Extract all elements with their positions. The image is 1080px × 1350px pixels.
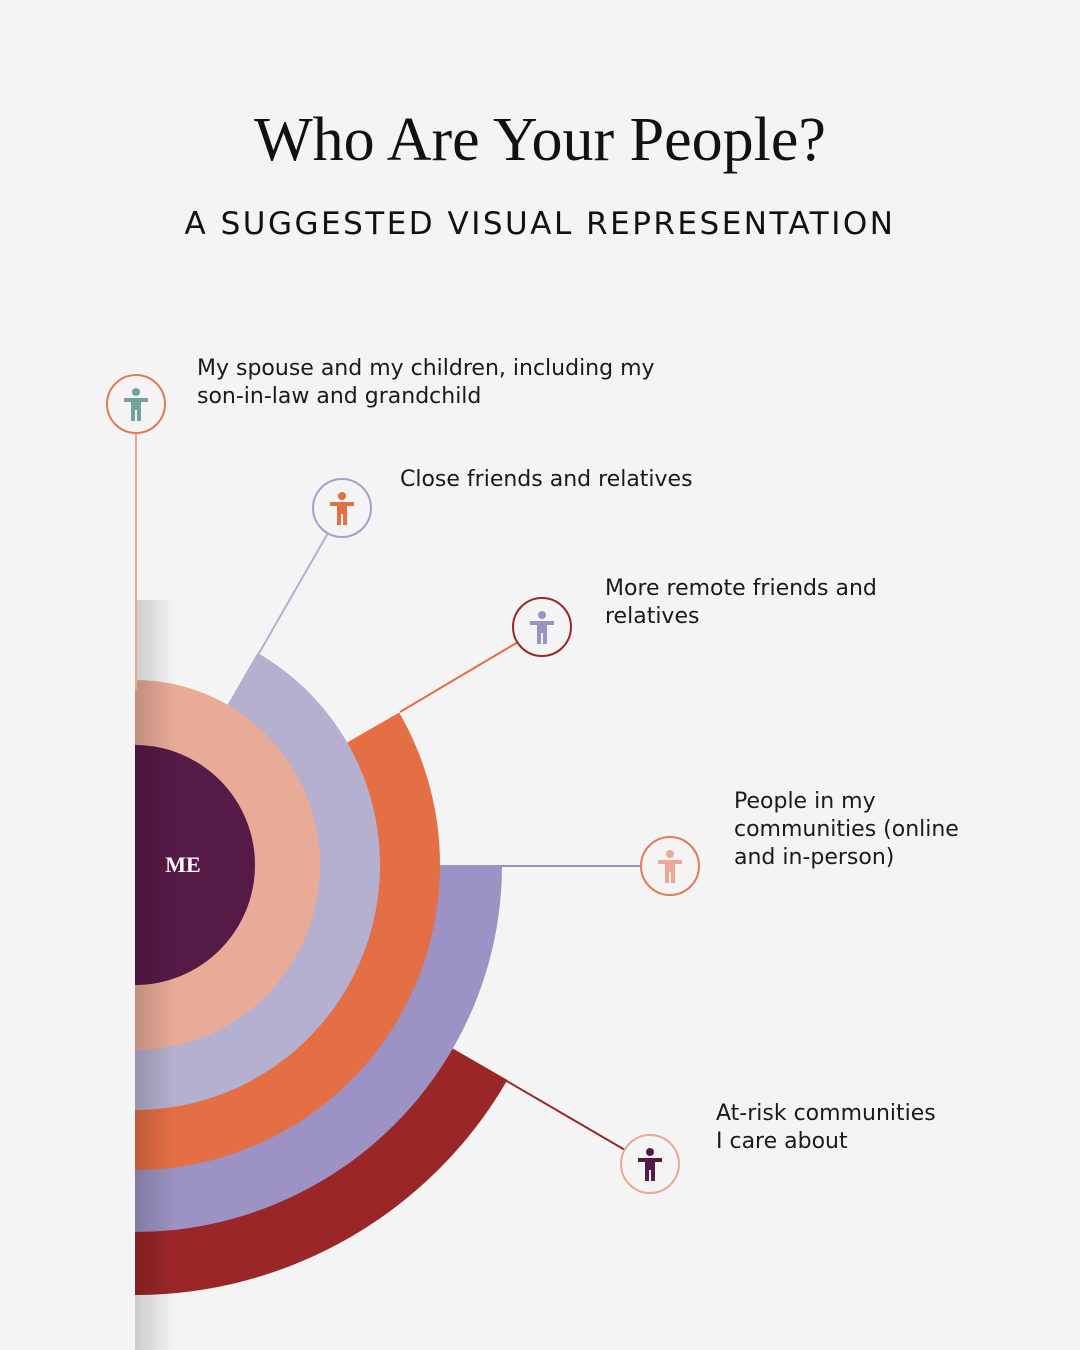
node-icon	[512, 597, 572, 657]
node-label: At-risk communities	[716, 1101, 936, 1126]
subtitle: A SUGGESTED VISUAL REPRESENTATION	[185, 206, 896, 242]
node-label: relatives	[605, 604, 699, 629]
node-label: Close friends and relatives	[400, 467, 693, 492]
node-label: I care about	[716, 1129, 848, 1154]
edge-shade	[135, 600, 175, 1350]
connector	[399, 641, 519, 713]
node-label: son-in-law and grandchild	[197, 384, 481, 409]
title: Who Are Your People?	[254, 106, 826, 174]
node-icon	[620, 1134, 680, 1194]
node-icon	[640, 836, 700, 896]
node-icon	[106, 374, 166, 434]
node-label: communities (online	[734, 817, 959, 842]
connector	[504, 1079, 626, 1151]
node-label: More remote friends and	[605, 576, 877, 601]
node-label: My spouse and my children, including my	[197, 356, 655, 381]
rings	[135, 652, 508, 1295]
node-icon	[312, 478, 372, 538]
node-label: and in-person)	[734, 845, 894, 870]
connector	[257, 532, 329, 656]
center-label: ME	[165, 852, 200, 877]
node-label: People in my	[734, 789, 876, 814]
